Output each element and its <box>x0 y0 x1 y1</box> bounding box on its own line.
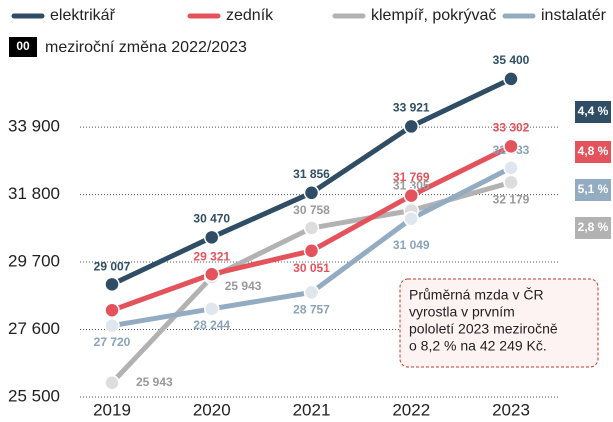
point <box>104 375 120 391</box>
value-label: 28 244 <box>193 318 230 332</box>
value-label: 30 470 <box>193 211 230 225</box>
point <box>204 229 220 246</box>
value-label: 29 321 <box>193 249 230 263</box>
point <box>503 138 519 155</box>
legend-label: zedník <box>226 7 274 24</box>
y-tick-label: 27 600 <box>8 319 60 338</box>
point <box>104 276 120 293</box>
point <box>104 302 120 318</box>
point <box>403 210 419 227</box>
change-badge-label: 2,8 % <box>578 220 609 234</box>
value-label: 31 049 <box>393 238 430 252</box>
point <box>303 284 320 301</box>
change-badge-label: 4,8 % <box>578 144 609 158</box>
x-tick-label: 2023 <box>492 400 530 419</box>
value-label: 31 856 <box>293 167 330 181</box>
point <box>503 160 519 176</box>
point <box>204 266 220 282</box>
point <box>303 243 320 259</box>
note-box <box>399 278 599 368</box>
x-tick-label: 2022 <box>392 400 430 419</box>
x-tick-label: 2021 <box>293 400 331 419</box>
y-tick-label: 29 700 <box>8 252 60 271</box>
value-label: 29 007 <box>94 259 131 273</box>
value-label: 28 757 <box>293 303 330 317</box>
point <box>303 185 320 201</box>
legend-label: elektrikář <box>50 7 116 24</box>
value-label: 31 769 <box>393 170 430 184</box>
value-label: 30 051 <box>293 261 330 275</box>
change-legend-label: meziroční změna 2022/2023 <box>45 39 247 56</box>
x-tick-label: 2019 <box>93 400 131 419</box>
value-label: 30 758 <box>293 203 330 217</box>
legend-label: klempíř, pokrývač <box>371 7 496 24</box>
value-label: 33 302 <box>493 120 530 134</box>
y-tick-label: 31 800 <box>8 184 60 203</box>
change-badge-label: 5,1 % <box>578 182 609 196</box>
point <box>403 187 419 204</box>
change-badge <box>575 179 611 201</box>
value-label: 27 720 <box>94 335 131 349</box>
y-tick-label: 33 900 <box>8 117 60 136</box>
note-line: pololetí 2023 meziročně <box>409 321 558 337</box>
change-box <box>9 37 37 57</box>
x-tick-label: 2020 <box>193 400 231 419</box>
point <box>204 301 220 317</box>
point <box>503 71 519 87</box>
change-box-label: 00 <box>16 39 30 53</box>
note-line: o 8,2 % na 42 249 Kč. <box>409 338 547 354</box>
value-label: 35 400 <box>493 53 530 67</box>
point <box>503 174 519 191</box>
change-badge <box>575 101 611 123</box>
note-line: vyrostla v prvním <box>409 304 515 320</box>
point <box>303 220 320 236</box>
change-badge <box>575 217 611 239</box>
legend-label: instalatér <box>541 7 607 24</box>
value-label: 25 943 <box>136 375 173 389</box>
value-label: 33 921 <box>393 101 430 115</box>
change-badge-label: 4,4 % <box>578 104 609 118</box>
value-label: 32 179 <box>493 193 530 207</box>
value-label: 31 305 <box>393 179 430 193</box>
point <box>403 118 419 135</box>
value-label: 25 943 <box>225 279 262 293</box>
point <box>104 317 120 334</box>
note-line: Průměrná mzda v ČR <box>409 287 544 303</box>
change-badge <box>575 141 611 163</box>
y-tick-label: 25 500 <box>8 386 60 405</box>
